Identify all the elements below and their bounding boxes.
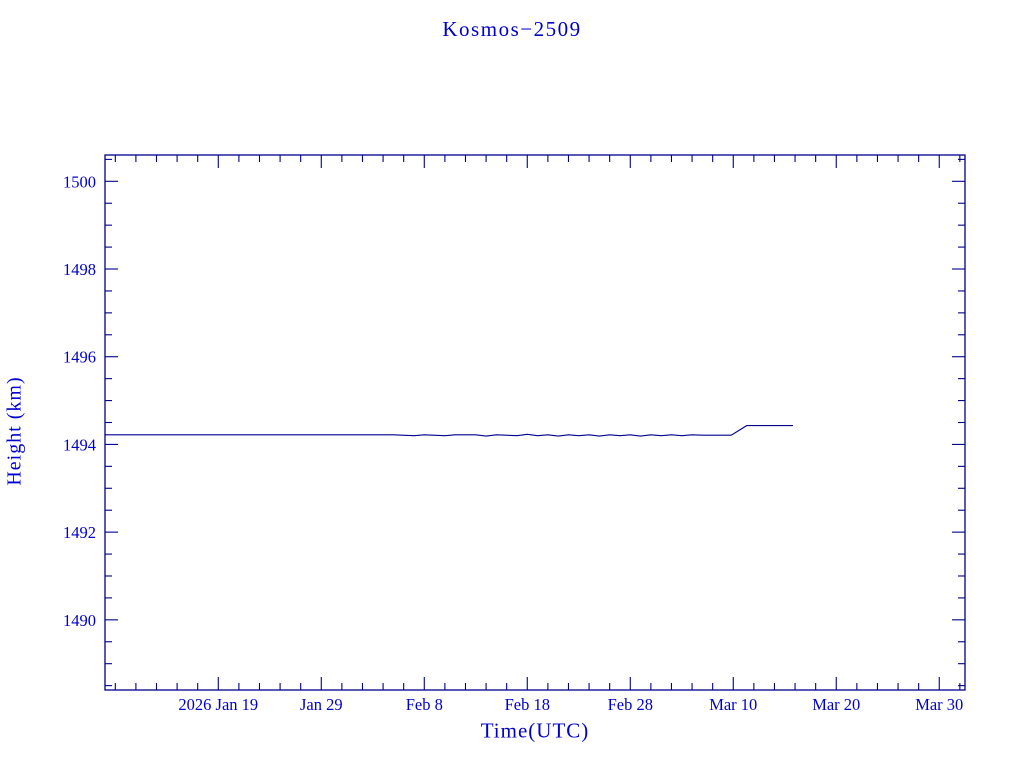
y-tick-label: 1496 xyxy=(63,348,96,367)
x-tick-label: Mar 20 xyxy=(812,695,860,714)
y-tick-label: 1500 xyxy=(63,172,96,191)
y-tick-label: 1490 xyxy=(63,611,96,630)
y-tick-label: 1498 xyxy=(63,260,96,279)
x-axis-label: Time(UTC) xyxy=(480,718,590,743)
x-tick-label: Mar 10 xyxy=(709,695,757,714)
tick-labels: 2026 Jan 19 Jan 29 Feb 8 Feb 18 Feb 28 Mar 10… xyxy=(63,172,963,714)
axis-ticks xyxy=(105,155,965,690)
series-line-height xyxy=(105,425,793,437)
x-tick-label: Mar 30 xyxy=(915,695,963,714)
plot-frame xyxy=(104,154,966,691)
chart-title: Kosmos−2509 xyxy=(442,17,582,41)
x-tick-label: Feb 18 xyxy=(505,695,550,714)
x-tick-label: 2026 Jan 19 xyxy=(178,695,258,714)
x-tick-label: Jan 29 xyxy=(300,695,343,714)
y-tick-label: 1492 xyxy=(63,523,96,542)
x-tick-label: Feb 28 xyxy=(608,695,653,714)
y-tick-label: 1494 xyxy=(63,435,96,454)
x-tick-label: Feb 8 xyxy=(406,695,443,714)
